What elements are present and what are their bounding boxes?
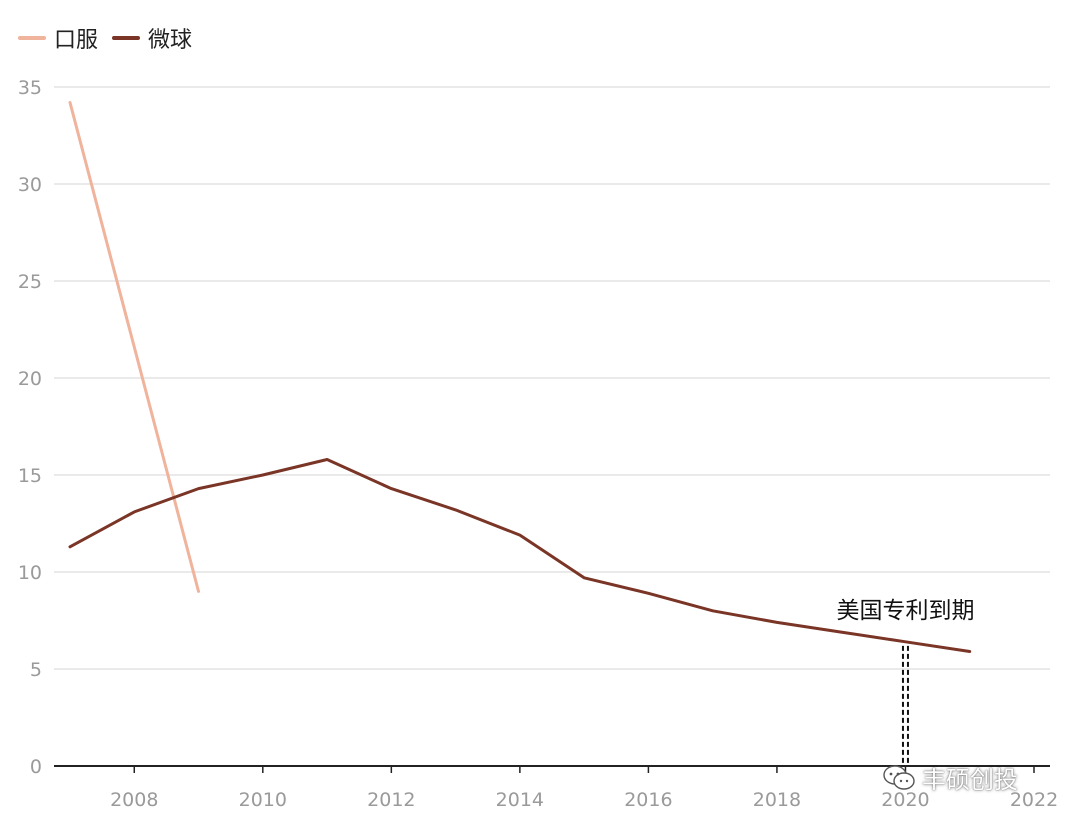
wechat-icon	[883, 764, 915, 790]
x-tick-label-2012: 2012	[367, 789, 415, 811]
y-tick-label-5: 5	[30, 659, 42, 681]
y-tick-label-35: 35	[18, 77, 42, 99]
series-line-0	[68, 101, 200, 593]
x-tick-label-2016: 2016	[624, 789, 672, 811]
y-tick-label-20: 20	[18, 368, 42, 390]
x-tick-label-2022: 2022	[1010, 789, 1058, 811]
watermark-text: 丰硕创投	[922, 766, 1018, 794]
x-tick-label-2020: 2020	[881, 789, 929, 811]
x-axis: 2008 2010 2012 2014 2016 2018 2020 2022	[54, 765, 1058, 811]
series-lines	[68, 101, 972, 653]
grid-lines	[54, 86, 1050, 670]
y-tick-label-25: 25	[18, 271, 42, 293]
legend-item-oral[interactable]: 口服	[18, 22, 98, 54]
x-tick-label-2010: 2010	[239, 789, 287, 811]
legend-swatch-oral	[18, 36, 46, 40]
patent-expiry-annotation: 美国专利到期	[836, 598, 974, 766]
y-tick-label-15: 15	[18, 465, 42, 487]
legend: 口服 微球	[18, 22, 206, 54]
y-tick-label-10: 10	[18, 562, 42, 584]
y-tick-label-0: 0	[30, 756, 42, 778]
legend-label-microsphere: 微球	[148, 28, 193, 53]
annotation-label: 美国专利到期	[836, 598, 974, 624]
legend-swatch-microsphere	[112, 36, 141, 40]
legend-item-microsphere[interactable]: 微球	[112, 22, 192, 54]
x-tick-label-2014: 2014	[496, 789, 544, 811]
series-line-1	[68, 458, 972, 653]
y-axis-ticks: 0 5 10 15 20 25 30 35	[18, 77, 42, 778]
x-tick-label-2008: 2008	[110, 789, 158, 811]
watermark: 丰硕创投	[882, 760, 1018, 795]
x-tick-label-2018: 2018	[753, 789, 801, 811]
legend-label-oral: 口服	[54, 28, 99, 53]
y-tick-label-30: 30	[18, 174, 42, 196]
